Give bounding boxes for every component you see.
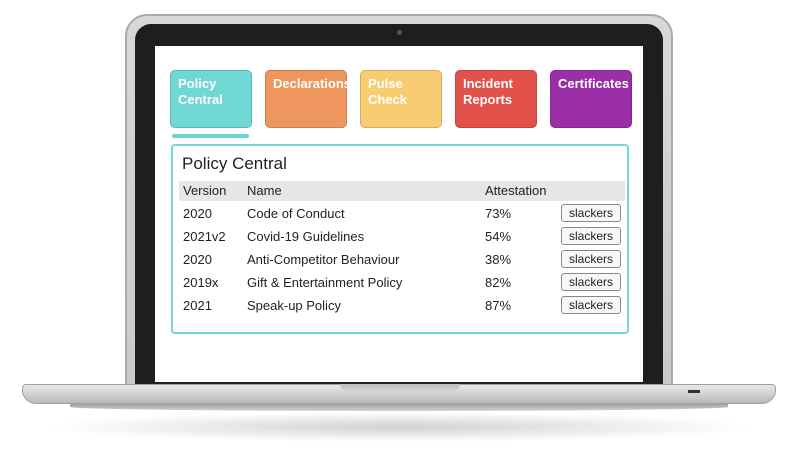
attestation-cell: 82% (485, 275, 512, 290)
version-cell: 2020 (183, 252, 212, 267)
tab-policy-central[interactable]: Policy Central (170, 70, 252, 128)
attestation-cell: 73% (485, 206, 512, 221)
tab-label: Policy Central (178, 76, 223, 107)
tab-declarations[interactable]: Declarations (265, 70, 352, 128)
policy-central-panel: Policy Central Version Name Attestation … (171, 144, 629, 334)
version-cell: 2021v2 (183, 229, 226, 244)
table-header: Version Name Attestation (179, 181, 625, 201)
power-indicator (688, 390, 700, 393)
name-cell: Code of Conduct (247, 206, 345, 221)
column-header-name: Name (247, 183, 282, 198)
app-screen: Policy Central Declarations Pulse Check … (155, 46, 643, 382)
active-tab-indicator (172, 134, 249, 138)
attestation-cell: 54% (485, 229, 512, 244)
camera-icon (397, 30, 402, 35)
slackers-button[interactable]: slackers (561, 227, 621, 245)
version-cell: 2020 (183, 206, 212, 221)
table-row: 2020 Code of Conduct 73% slackers (179, 203, 625, 226)
panel-title: Policy Central (182, 154, 287, 173)
version-cell: 2021 (183, 298, 212, 313)
tab-label: Certificates (558, 76, 629, 91)
column-header-attestation: Attestation (485, 183, 547, 198)
tab-pulse-check[interactable]: Pulse Check (360, 70, 442, 128)
laptop-hinge-notch (340, 384, 460, 392)
tab-certificates[interactable]: Certificates (550, 70, 632, 128)
tab-incident-reports[interactable]: Incident Reports (455, 70, 537, 128)
table-row: 2021v2 Covid-19 Guidelines 54% slackers (179, 226, 625, 249)
slackers-button[interactable]: slackers (561, 273, 621, 291)
slackers-button[interactable]: slackers (561, 250, 621, 268)
tab-label: Declarations (273, 76, 352, 91)
column-header-version: Version (183, 183, 227, 198)
name-cell: Speak-up Policy (247, 298, 341, 313)
name-cell: Gift & Entertainment Policy (247, 275, 403, 290)
tab-label: Pulse Check (368, 76, 408, 107)
slackers-button[interactable]: slackers (561, 204, 621, 222)
name-cell: Anti-Competitor Behaviour (247, 252, 400, 267)
table-row: 2020 Anti-Competitor Behaviour 38% slack… (179, 249, 625, 272)
attestation-cell: 38% (485, 252, 512, 267)
version-cell: 2019x (183, 275, 219, 290)
laptop-base-underside (70, 403, 728, 411)
name-cell: Covid-19 Guidelines (247, 229, 365, 244)
slackers-button[interactable]: slackers (561, 296, 621, 314)
attestation-cell: 87% (485, 298, 512, 313)
laptop-shadow (40, 412, 760, 442)
table-row: 2019x Gift & Entertainment Policy 82% sl… (179, 272, 625, 295)
table-row: 2021 Speak-up Policy 87% slackers (179, 295, 625, 318)
tab-label: Incident Reports (463, 76, 513, 107)
